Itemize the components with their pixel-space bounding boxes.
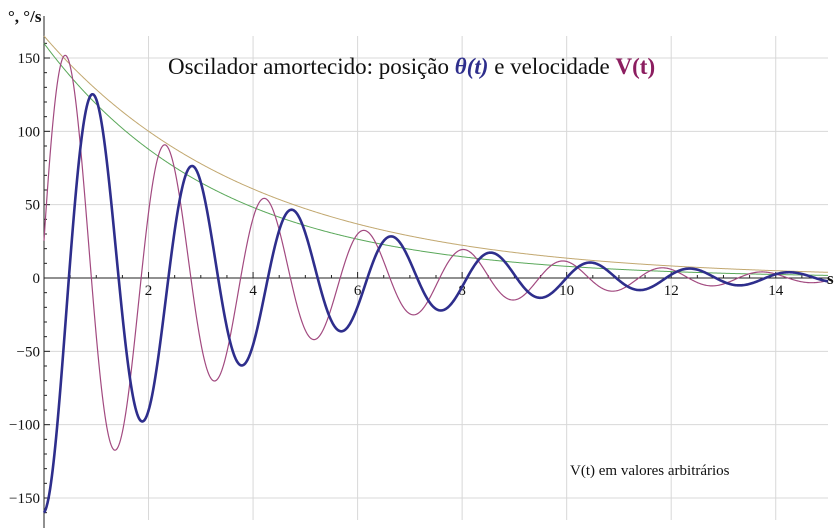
y-tick-label: −100 [9, 418, 40, 434]
x-tick-label: 8 [458, 283, 466, 299]
y-tick-label: −50 [17, 344, 40, 360]
x-axis-label: s [827, 269, 834, 288]
chart-title: Oscilador amortecido: posição θ(t) e vel… [168, 54, 655, 79]
y-tick-label: −150 [9, 491, 40, 507]
series-lines [42, 35, 829, 514]
velocity-scale-note: V(t) em valores arbitrários [570, 463, 730, 479]
y-tick-label: 150 [18, 51, 41, 67]
x-tick-label: 14 [768, 283, 784, 299]
x-tick-label: 2 [145, 283, 153, 299]
y-axis-label: °, °/s [8, 7, 42, 26]
x-tick-label: 12 [664, 283, 679, 299]
series-envelope-velocity-line [43, 35, 829, 273]
title-theta-label: θ(t) [455, 54, 489, 79]
series-velocity-line [43, 54, 829, 451]
tick-labels: 2 4 6 8 10 12 14 −150 −100 −50 0 50 100 150 [9, 51, 784, 507]
x-tick-label: 4 [249, 283, 257, 299]
title-middle: e velocidade [488, 54, 615, 79]
y-tick-label: 0 [33, 271, 41, 287]
y-tick-label: 100 [18, 124, 41, 140]
x-tick-label: 6 [354, 283, 362, 299]
title-v-label: V(t) [616, 54, 656, 79]
title-prefix: Oscilador amortecido: posição [168, 54, 455, 79]
x-tick-label: 10 [559, 283, 574, 299]
y-tick-label: 50 [25, 198, 40, 214]
axes [43, 16, 828, 528]
series-theta-line [42, 92, 829, 514]
